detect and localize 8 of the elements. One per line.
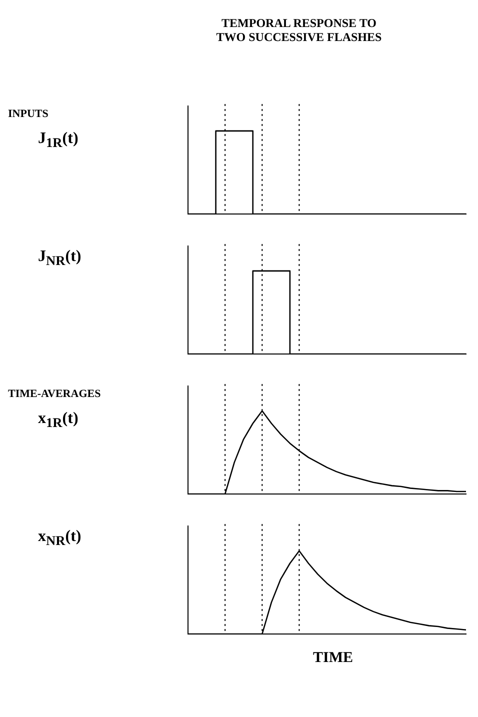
text: TIME-AVERAGES bbox=[8, 388, 102, 400]
chart-title: TEMPORAL RESPONSE TO TWO SUCCESSIVE FLASHES bbox=[215, 16, 383, 44]
y-axis-title: J$_{1R}$(t) bbox=[37, 130, 80, 152]
y-axis-title: x$_{NR}$(t) bbox=[37, 528, 82, 550]
text: INPUTS bbox=[8, 108, 50, 120]
y-axis-title: x$_{1R}$(t) bbox=[37, 410, 80, 432]
y-axis-title: J$_{NR}$(t) bbox=[37, 248, 82, 270]
x-axis-title: TIME bbox=[312, 650, 354, 667]
